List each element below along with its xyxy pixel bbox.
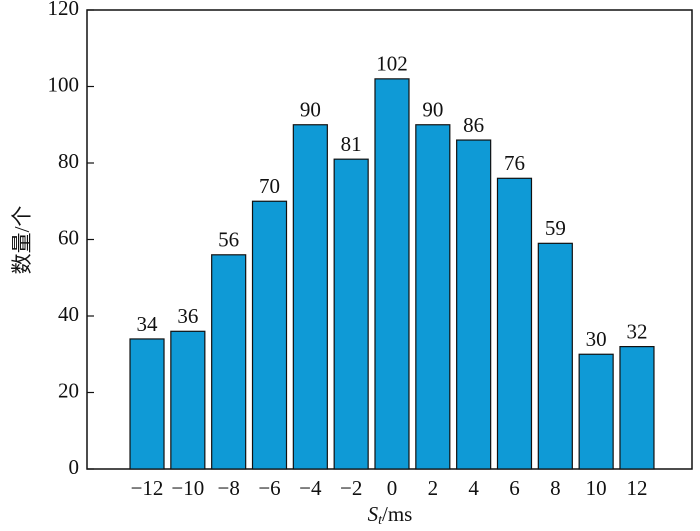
bar: [170, 330, 206, 470]
value-label: 90: [300, 98, 321, 122]
bar: [374, 78, 410, 470]
y-tick-label: 100: [48, 72, 80, 96]
value-label: 59: [545, 216, 566, 240]
value-label: 76: [504, 151, 525, 175]
x-label-symbol: S: [368, 502, 379, 526]
y-tick-label: 20: [58, 378, 79, 402]
y-tick-label: 60: [58, 225, 79, 249]
value-label: 56: [218, 228, 239, 252]
bar: [578, 353, 614, 470]
bar: [415, 124, 451, 470]
x-label-subscript: t: [378, 513, 383, 528]
value-label: 81: [341, 132, 362, 156]
x-tick-label: −12: [131, 476, 164, 500]
x-tick-label: 0: [387, 476, 398, 500]
x-label-unit: /ms: [382, 502, 412, 526]
x-tick-label: 12: [626, 476, 647, 500]
x-tick-label: 8: [550, 476, 561, 500]
x-tick-label: 4: [468, 476, 479, 500]
bar: [251, 200, 288, 470]
value-label: 32: [626, 319, 647, 343]
x-tick-label: 2: [428, 476, 439, 500]
y-axis-label: 数量/个: [10, 206, 34, 275]
x-tick-label: 10: [586, 476, 607, 500]
x-axis-label: St/ms: [368, 502, 413, 528]
bar: [619, 346, 655, 470]
value-label: 70: [259, 174, 280, 198]
bar: [537, 242, 573, 470]
y-tick-label: 80: [58, 149, 79, 173]
value-label: 34: [137, 312, 159, 336]
x-tick-label: −2: [340, 476, 362, 500]
value-label: 30: [586, 327, 607, 351]
bar: [292, 124, 328, 470]
y-tick-label: 40: [58, 302, 79, 326]
x-tick-label: −10: [171, 476, 204, 500]
bar: [211, 254, 247, 470]
value-label: 86: [463, 113, 484, 137]
value-label: 102: [376, 52, 408, 76]
bar: [496, 177, 533, 470]
bar: [129, 338, 165, 470]
x-tick-label: −8: [218, 476, 240, 500]
y-tick-label: 0: [69, 455, 80, 479]
x-tick-label: 6: [509, 476, 520, 500]
value-label: 36: [177, 304, 198, 328]
bar: [333, 158, 369, 470]
x-tick-label: −6: [258, 476, 280, 500]
x-tick-label: −4: [299, 476, 322, 500]
bar: [456, 139, 492, 470]
y-tick-label: 120: [48, 0, 80, 20]
value-label: 90: [422, 98, 443, 122]
